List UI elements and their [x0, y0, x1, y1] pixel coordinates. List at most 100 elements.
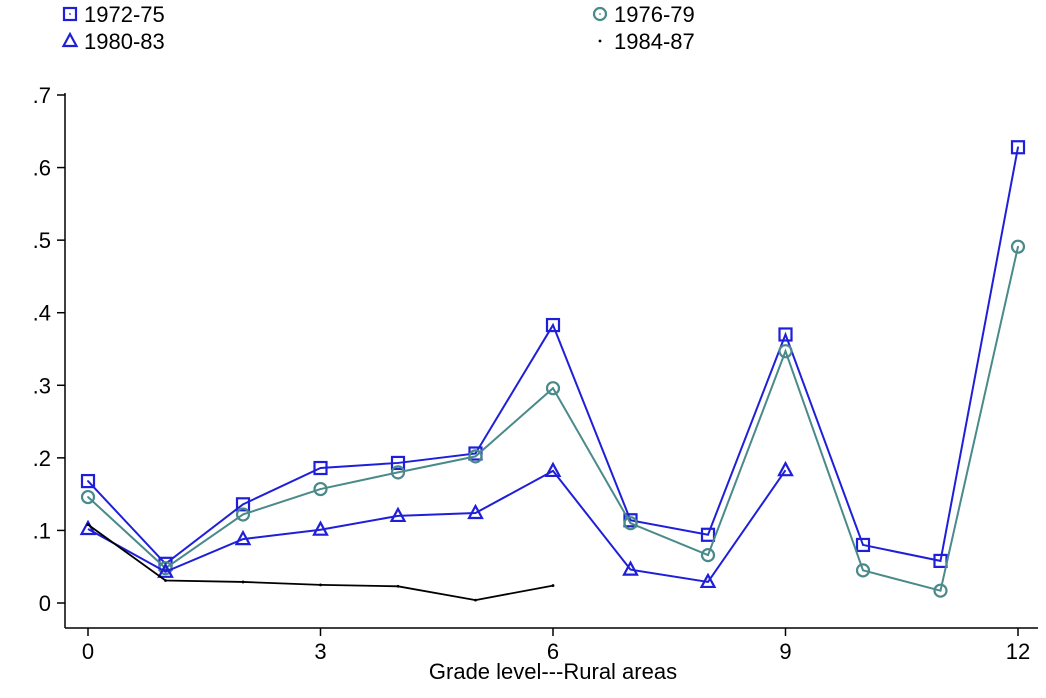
data-point — [545, 381, 561, 396]
series-1984-87 — [86, 523, 555, 602]
legend-label: 1980-83 — [84, 29, 165, 54]
data-point — [544, 461, 562, 478]
data-point-center — [242, 503, 244, 506]
series-1972-75 — [80, 140, 1026, 571]
legend: 1972-75 1976-79 1980-83 1984-87 — [61, 2, 695, 54]
data-point — [235, 507, 251, 522]
data-point — [468, 449, 483, 464]
data-point — [622, 560, 639, 576]
data-point-center — [784, 350, 787, 353]
data-point-center — [474, 452, 477, 455]
data-point-center — [629, 522, 632, 525]
data-point-center — [784, 333, 787, 336]
data-point-center — [474, 455, 477, 458]
y-tick-label: .7 — [33, 83, 51, 108]
y-tick-label: .2 — [33, 446, 51, 471]
legend-item: 1972-75 — [62, 2, 165, 27]
data-point-center — [1017, 146, 1019, 149]
x-tick-label: 12 — [1006, 639, 1030, 664]
data-point — [390, 465, 406, 480]
data-point-center — [319, 467, 322, 469]
y-tick-label: 0 — [39, 591, 51, 616]
legend-marker — [61, 31, 79, 48]
x-tick-label: 3 — [314, 639, 326, 664]
data-point — [551, 584, 555, 587]
data-point — [1010, 140, 1026, 155]
data-point — [778, 327, 793, 342]
x-tick-label: 6 — [547, 639, 559, 664]
data-point — [855, 537, 871, 553]
series-line — [87, 147, 1019, 566]
x-tick-label: 0 — [82, 639, 94, 664]
legend-marker-center — [69, 13, 71, 15]
data-point — [396, 584, 400, 588]
data-point — [312, 520, 329, 536]
data-point — [313, 481, 328, 497]
legend-marker-center — [599, 13, 601, 15]
y-tick-label: .3 — [33, 373, 51, 398]
data-point — [234, 529, 252, 546]
data-point-center — [552, 324, 554, 326]
data-point — [80, 473, 96, 489]
data-point — [80, 489, 96, 505]
data-point — [164, 579, 167, 582]
data-point — [545, 317, 561, 333]
data-point — [235, 497, 251, 512]
data-point-center — [862, 569, 864, 572]
y-tick-label: .5 — [33, 228, 51, 253]
y-tick-label: .6 — [33, 156, 51, 181]
data-point — [778, 344, 793, 359]
data-point — [700, 527, 716, 542]
figure-caption: Figure 2: Estimated hazard rates by scho… — [0, 694, 760, 698]
data-point-center — [707, 554, 709, 557]
data-point — [390, 455, 406, 471]
series-1976-79 — [80, 239, 1026, 598]
data-point — [700, 548, 716, 563]
data-point-center — [87, 496, 89, 498]
data-point-center — [242, 513, 244, 516]
data-point — [474, 598, 477, 602]
data-point-center — [87, 480, 89, 482]
y-tick-label: .1 — [33, 518, 51, 543]
legend-label: 1976-79 — [614, 2, 695, 27]
data-point-center — [939, 589, 942, 592]
data-point — [157, 562, 174, 578]
data-point — [389, 506, 407, 523]
data-point — [777, 460, 794, 477]
data-point-center — [1017, 245, 1019, 248]
axis-labels: 0 .1 .2 .3 .4 .5 .6 .7 0 3 6 9 12 Grade level---Rural… — [0, 83, 1030, 698]
data-point — [855, 563, 871, 578]
legend-item: 1984-87 — [598, 29, 695, 54]
y-tick-label: .4 — [33, 301, 51, 326]
data-point — [319, 583, 322, 587]
axes — [57, 93, 1038, 636]
legend-marker — [592, 6, 608, 22]
legend-marker — [62, 6, 78, 22]
data-point — [86, 523, 90, 527]
data-point — [1010, 239, 1026, 254]
data-point-center — [939, 560, 942, 562]
data-point — [241, 580, 245, 584]
x-axis-title: Grade level---Rural areas — [429, 659, 677, 684]
series-line — [87, 246, 1019, 592]
data-point-center — [397, 462, 399, 464]
series-line — [87, 469, 787, 584]
series-1980-83 — [79, 460, 794, 589]
legend-label: 1984-87 — [614, 29, 695, 54]
data-point — [467, 503, 484, 520]
data-point — [699, 572, 717, 589]
data-point-center — [707, 533, 709, 536]
legend-marker — [598, 39, 602, 43]
series-area — [79, 140, 1026, 602]
data-point-center — [552, 387, 554, 390]
legend-item: 1976-79 — [592, 2, 695, 27]
data-point — [623, 516, 638, 531]
x-tick-label: 9 — [779, 639, 791, 664]
data-point — [933, 583, 948, 598]
legend-item: 1980-83 — [61, 29, 165, 54]
data-point-center — [319, 488, 322, 490]
data-point-center — [862, 544, 864, 546]
data-point-center — [397, 471, 399, 474]
